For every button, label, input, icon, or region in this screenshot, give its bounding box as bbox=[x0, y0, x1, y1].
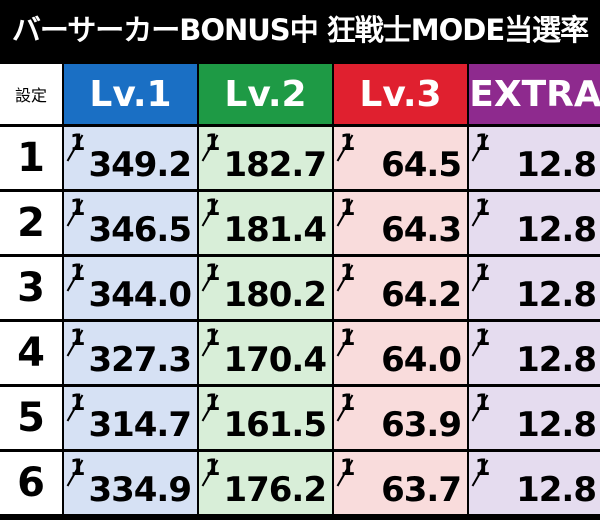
denominator: 176.2 bbox=[223, 470, 327, 510]
denominator: 180.2 bbox=[223, 275, 327, 315]
rate-cell: 163.7 bbox=[334, 452, 467, 514]
header-cell: Lv.2 bbox=[199, 64, 332, 124]
rate-cell: 112.8 bbox=[469, 127, 600, 189]
header-cell: Lv.3 bbox=[334, 64, 467, 124]
denominator: 314.7 bbox=[88, 405, 192, 445]
denominator: 12.8 bbox=[516, 470, 597, 510]
rate-cell: 1334.9 bbox=[64, 452, 197, 514]
denominator: 12.8 bbox=[516, 145, 597, 185]
rate-cell: 164.3 bbox=[334, 192, 467, 254]
rate-cell: 1346.5 bbox=[64, 192, 197, 254]
denominator: 344.0 bbox=[88, 275, 192, 315]
denominator: 161.5 bbox=[223, 405, 327, 445]
denominator: 63.7 bbox=[381, 470, 462, 510]
rate-cell: 164.2 bbox=[334, 257, 467, 319]
header-cell: EXTRA bbox=[469, 64, 600, 124]
setting-cell: 5 bbox=[0, 387, 62, 449]
rate-cell: 1161.5 bbox=[199, 387, 332, 449]
rate-cell: 1170.4 bbox=[199, 322, 332, 384]
setting-cell: 4 bbox=[0, 322, 62, 384]
rate-cell: 163.9 bbox=[334, 387, 467, 449]
rate-cell: 112.8 bbox=[469, 257, 600, 319]
denominator: 349.2 bbox=[88, 145, 192, 185]
rate-cell: 1344.0 bbox=[64, 257, 197, 319]
denominator: 327.3 bbox=[88, 340, 192, 380]
setting-cell: 3 bbox=[0, 257, 62, 319]
denominator: 64.0 bbox=[381, 340, 462, 380]
denominator: 12.8 bbox=[516, 275, 597, 315]
rate-cell: 1181.4 bbox=[199, 192, 332, 254]
rate-cell: 112.8 bbox=[469, 387, 600, 449]
rate-cell: 164.5 bbox=[334, 127, 467, 189]
setting-cell: 2 bbox=[0, 192, 62, 254]
rate-cell: 1176.2 bbox=[199, 452, 332, 514]
setting-cell: 1 bbox=[0, 127, 62, 189]
denominator: 12.8 bbox=[516, 340, 597, 380]
rate-cell: 1182.7 bbox=[199, 127, 332, 189]
rate-cell: 1180.2 bbox=[199, 257, 332, 319]
denominator: 64.2 bbox=[381, 275, 462, 315]
rate-cell: 1327.3 bbox=[64, 322, 197, 384]
denominator: 12.8 bbox=[516, 405, 597, 445]
denominator: 64.5 bbox=[381, 145, 462, 185]
denominator: 182.7 bbox=[223, 145, 327, 185]
rate-table: 設定Lv.1Lv.2Lv.3EXTRA11349.21182.7164.5112… bbox=[0, 62, 600, 514]
rate-cell: 112.8 bbox=[469, 192, 600, 254]
setting-cell: 6 bbox=[0, 452, 62, 514]
denominator: 63.9 bbox=[381, 405, 462, 445]
denominator: 170.4 bbox=[223, 340, 327, 380]
denominator: 346.5 bbox=[88, 210, 192, 250]
denominator: 64.3 bbox=[381, 210, 462, 250]
rate-cell: 112.8 bbox=[469, 452, 600, 514]
rate-cell: 112.8 bbox=[469, 322, 600, 384]
denominator: 12.8 bbox=[516, 210, 597, 250]
denominator: 181.4 bbox=[223, 210, 327, 250]
header-cell: 設定 bbox=[0, 64, 62, 124]
header-cell: Lv.1 bbox=[64, 64, 197, 124]
title: バーサーカーBONUS中 狂戦士MODE当選率 bbox=[11, 13, 589, 47]
rate-cell: 164.0 bbox=[334, 322, 467, 384]
denominator: 334.9 bbox=[88, 470, 192, 510]
rate-cell: 1314.7 bbox=[64, 387, 197, 449]
